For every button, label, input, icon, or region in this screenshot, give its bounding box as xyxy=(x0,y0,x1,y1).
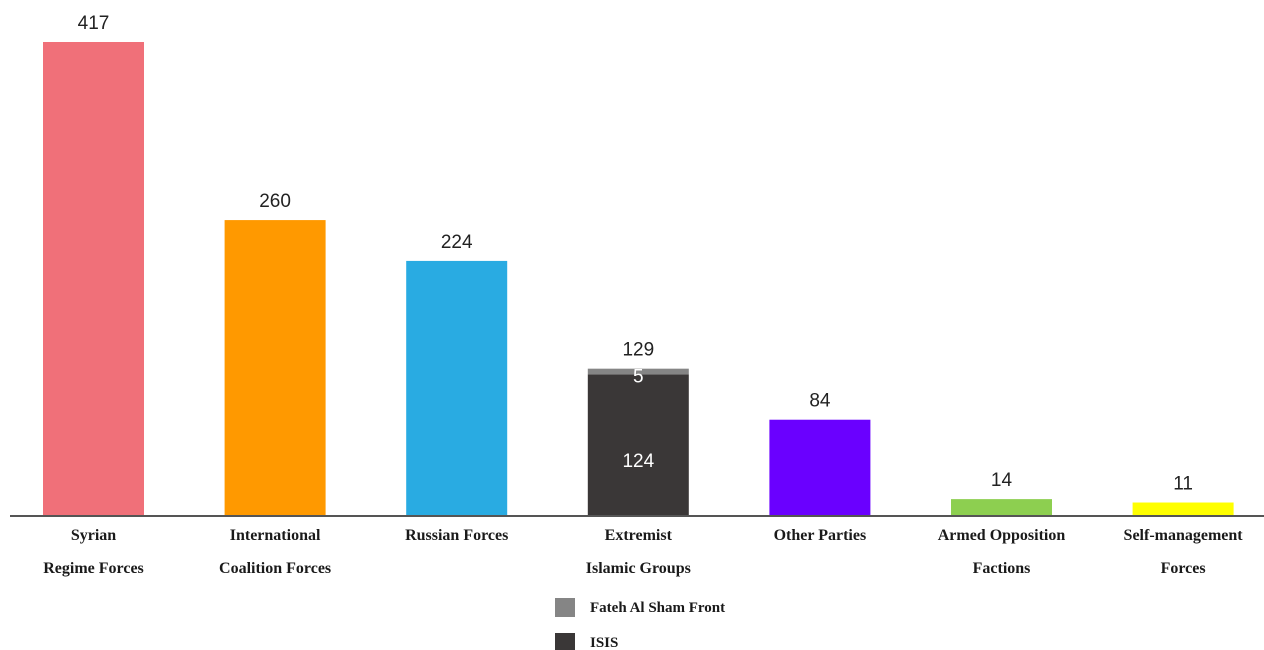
bar-other-parties xyxy=(769,419,871,515)
value-label-other-parties: 84 xyxy=(809,391,831,412)
bar-extremist-islamic-groups-segment-1 xyxy=(587,368,689,375)
category-label-armed-opposition-factions: Armed Opposition xyxy=(938,527,1066,544)
segment-value-label: 124 xyxy=(622,451,654,472)
category-label-other-parties: Other Parties xyxy=(774,527,867,544)
category-label-international-coalition-forces: Coalition Forces xyxy=(219,560,331,577)
legend-swatch xyxy=(555,598,575,617)
bar-international-coalition-forces xyxy=(224,220,326,516)
value-label-russian-forces: 224 xyxy=(441,232,473,253)
bar-armed-opposition-factions xyxy=(951,499,1052,515)
category-label-extremist-islamic-groups: Extremist xyxy=(605,527,673,544)
category-labels-group: Syrian Regime Forces International Coalitio… xyxy=(43,527,1243,577)
value-label-international-coalition-forces: 260 xyxy=(259,191,291,212)
category-label-armed-opposition-factions: Factions xyxy=(973,560,1031,577)
category-label-self-management-forces: Self-management xyxy=(1124,527,1244,544)
category-label-syrian-regime-forces: Syrian xyxy=(71,527,116,544)
category-label-syrian-regime-forces: Regime Forces xyxy=(43,560,144,577)
legend-label: ISIS xyxy=(590,635,618,650)
bar-self-management-forces xyxy=(1132,502,1234,515)
bars-group xyxy=(43,42,1234,516)
category-label-international-coalition-forces: International xyxy=(230,527,321,544)
legend-label: Fateh Al Sham Front xyxy=(590,600,725,616)
value-label-extremist-islamic-groups: 129 xyxy=(622,340,654,361)
category-label-self-management-forces: Forces xyxy=(1161,560,1206,577)
legend: Fateh Al Sham Front ISIS xyxy=(555,598,725,650)
value-labels-group: 417 260 224 124 5 129 84 14 11 xyxy=(78,13,1193,495)
value-label-armed-opposition-factions: 14 xyxy=(991,470,1013,491)
category-label-extremist-islamic-groups: Islamic Groups xyxy=(586,560,691,577)
bar-syrian-regime-forces xyxy=(43,42,144,515)
bar-russian-forces xyxy=(406,260,508,515)
value-label-self-management-forces: 11 xyxy=(1173,474,1193,495)
bar-extremist-islamic-groups-segment-0 xyxy=(587,374,689,515)
value-label-syrian-regime-forces: 417 xyxy=(78,13,110,34)
category-label-russian-forces: Russian Forces xyxy=(405,527,508,544)
segment-value-label: 5 xyxy=(633,367,644,388)
legend-swatch xyxy=(555,633,575,650)
